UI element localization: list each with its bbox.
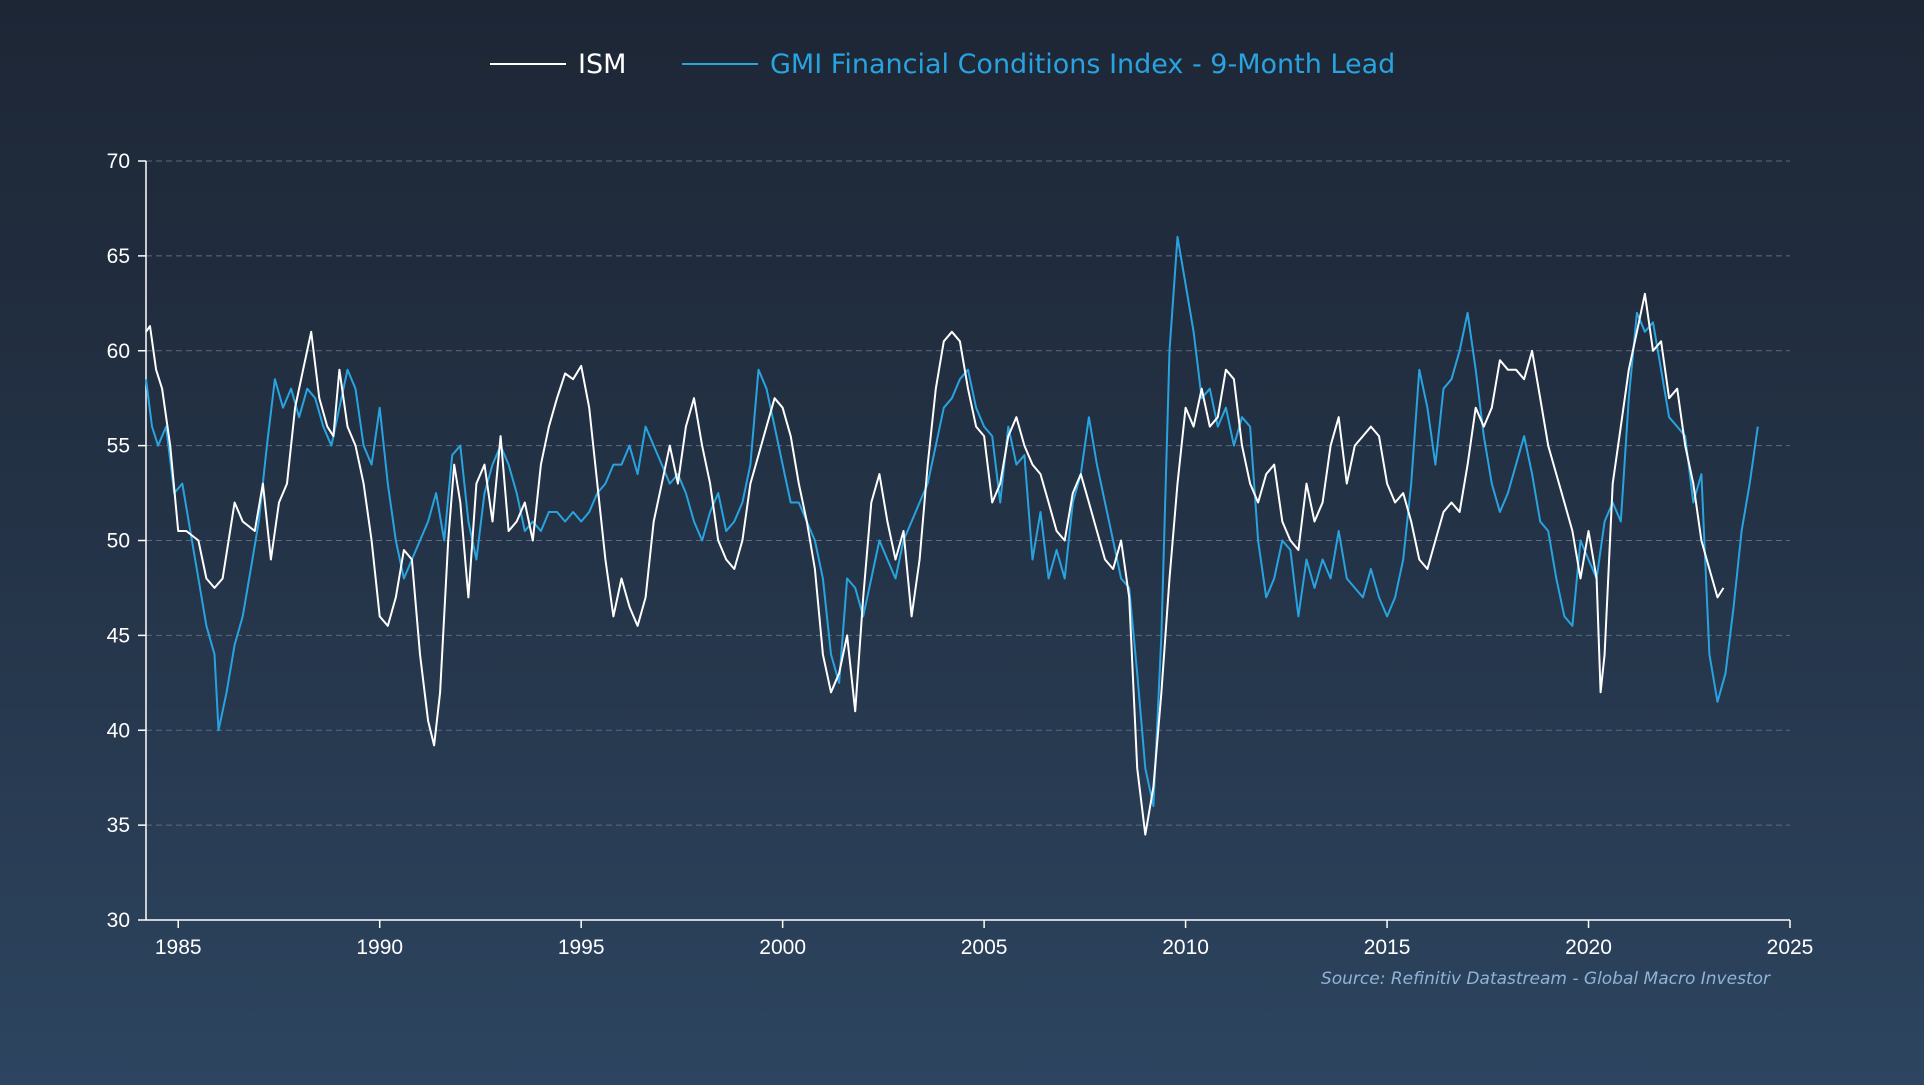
legend: ISM GMI Financial Conditions Index - 9-M… [490, 49, 1395, 80]
y-tick-label: 45 [107, 624, 130, 647]
y-tick-label: 60 [107, 340, 130, 363]
x-tick-label: 2000 [759, 936, 806, 959]
y-tick-label: 65 [107, 245, 130, 268]
x-tick-label: 2020 [1565, 936, 1612, 959]
legend-label-ism: ISM [578, 49, 626, 80]
source-note: Source: Refinitiv Datastream - Global Ma… [1321, 969, 1771, 989]
x-tick-label: 2010 [1162, 936, 1209, 959]
legend-label-gmi: GMI Financial Conditions Index - 9-Month… [770, 49, 1395, 80]
y-tick-label: 70 [107, 150, 130, 173]
x-tick-label: 1995 [558, 936, 605, 959]
series-line-gmi-fci [145, 235, 1759, 808]
series-line-ism [145, 292, 1725, 836]
x-tick-label: 2015 [1364, 936, 1411, 959]
x-tick-label: 2025 [1767, 936, 1814, 959]
x-tick-label: 1985 [155, 936, 202, 959]
y-tick-label: 30 [107, 909, 130, 932]
x-tick-label: 2005 [961, 936, 1008, 959]
grid-lines [146, 160, 1790, 826]
y-tick-label: 40 [107, 719, 130, 742]
y-tick-label: 55 [107, 435, 130, 458]
x-tick-label: 1990 [356, 936, 403, 959]
y-tick-label: 50 [107, 530, 130, 553]
y-tick-label: 35 [107, 814, 130, 837]
axes: 30 35 40 45 50 55 60 65 70 1985 1990 1995 2000 2005 20… [107, 150, 1814, 959]
series-lines [145, 235, 1759, 836]
